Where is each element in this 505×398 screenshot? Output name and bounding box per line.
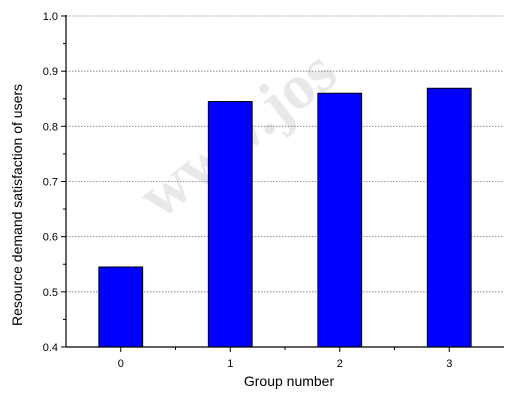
y-tick-label: 0.9 [43,66,58,78]
bar [317,92,363,348]
y-tick-label: 0.4 [43,342,58,354]
x-tick-label: 3 [446,358,452,370]
y-tick-label: 0.5 [43,287,58,299]
bar [98,266,144,348]
tick-labels: 0 1 2 3 0.4 0.5 0.6 0.7 0.8 0.9 1.0 [43,11,453,370]
bar [207,101,253,348]
axes [61,15,504,352]
y-tick-label: 0.8 [43,121,58,133]
bar [426,87,472,348]
y-axis-title: Resource demand satisfaction of users [9,84,25,326]
x-tick-label: 1 [227,358,233,370]
x-tick-label: 2 [337,358,343,370]
x-axis-title: Group number [244,373,335,389]
y-tick-label: 1.0 [43,11,58,23]
y-tick-label: 0.7 [43,177,58,189]
bars [98,87,472,348]
y-tick-label: 0.6 [43,232,58,244]
x-tick-label: 0 [118,358,124,370]
